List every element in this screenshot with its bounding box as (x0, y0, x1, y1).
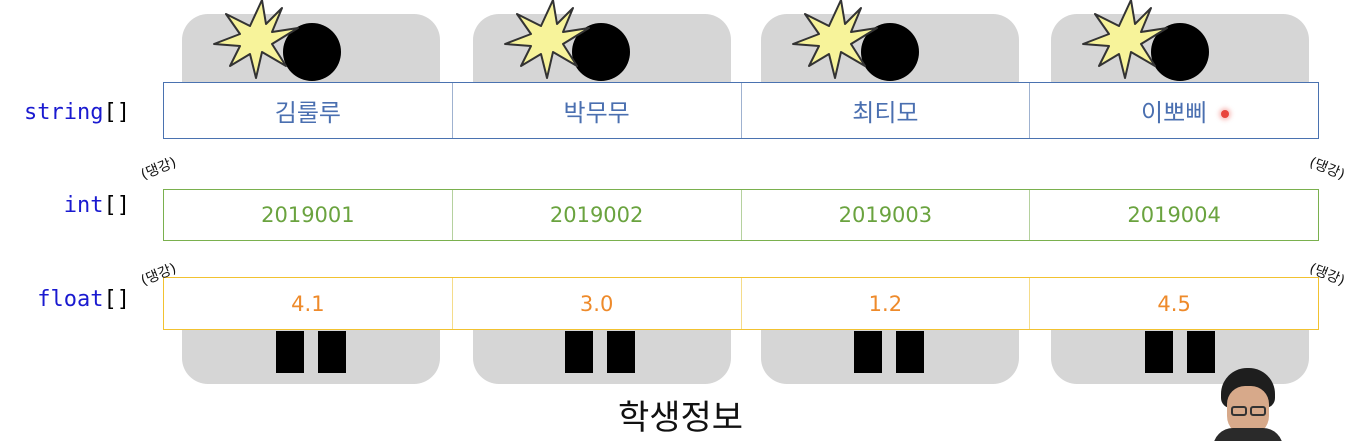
cut-note: (댕강) (138, 154, 179, 184)
id-cell: 2019003 (742, 190, 1031, 240)
type-name: int (63, 193, 104, 218)
glasses-icon (1250, 406, 1266, 416)
gpa-cell: 4.5 (1157, 291, 1191, 316)
leg (607, 331, 635, 373)
leg (565, 331, 593, 373)
presenter-body (1213, 428, 1283, 441)
leg (896, 331, 924, 373)
leg (1187, 331, 1215, 373)
label-float-array: float[] (0, 287, 130, 312)
gpa-cell: 3.0 (453, 278, 742, 329)
id-cell: 2019001 (164, 190, 453, 240)
name-cell: 최티모 (742, 83, 1031, 138)
brackets: [] (103, 287, 131, 312)
gpa-cell: 1.2 (742, 278, 1031, 329)
pointer-dot (1221, 110, 1229, 118)
string-array-row: 김룰루 박무무 최티모 이뽀삐 (163, 82, 1319, 139)
label-int-array: int[] (0, 193, 130, 218)
brackets: [] (103, 193, 131, 218)
leg (854, 331, 882, 373)
id-cell: 2019004 (1127, 203, 1221, 227)
brackets: [] (103, 100, 131, 125)
star-icon (504, 0, 590, 79)
caption: 학생정보 (617, 398, 744, 438)
label-string-array: string[] (0, 100, 130, 125)
star-icon (213, 0, 299, 79)
presenter-face (1227, 386, 1269, 436)
star-icon (792, 0, 878, 79)
presenter-avatar (1213, 366, 1283, 441)
cut-note: (댕강) (1306, 154, 1347, 184)
int-array-row: 2019001 2019002 2019003 2019004 (163, 189, 1319, 241)
head-1 (283, 23, 341, 81)
leg (318, 331, 346, 373)
float-array-row: 4.1 3.0 1.2 4.5 (163, 277, 1319, 330)
leg (276, 331, 304, 373)
name-cell: 이뽀삐 (1141, 99, 1208, 127)
name-cell: 김룰루 (164, 83, 453, 138)
name-cell: 박무무 (453, 83, 742, 138)
gpa-cell: 4.1 (164, 278, 453, 329)
id-cell: 2019002 (453, 190, 742, 240)
type-name: float (37, 287, 104, 312)
type-name: string (24, 100, 104, 125)
leg (1145, 331, 1173, 373)
star-icon (1082, 0, 1168, 79)
glasses-icon (1231, 406, 1247, 416)
